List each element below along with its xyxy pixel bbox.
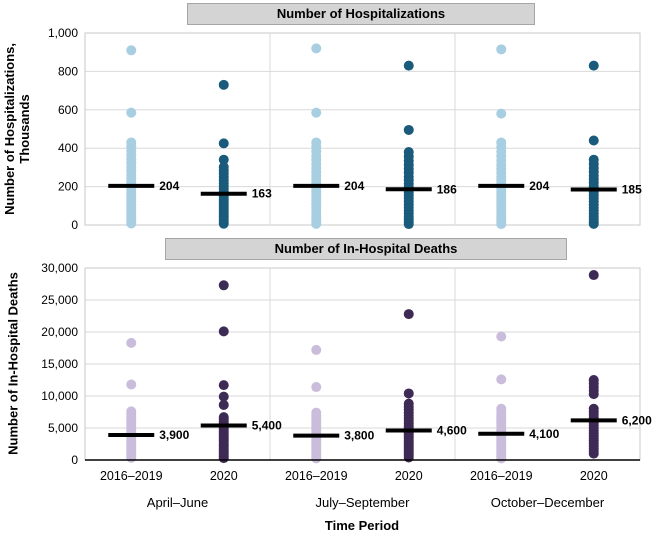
median-value-label: 185 [622,182,642,196]
data-point [311,218,322,229]
data-point [218,380,229,391]
data-point [496,374,507,385]
data-point [126,337,137,348]
data-point [126,218,137,229]
x-axis-title: Time Period [324,518,400,533]
data-point [496,453,507,464]
data-point [403,60,414,71]
y-tick-label: 800 [58,64,78,78]
y-tick-label: 200 [58,180,78,194]
median-value-label: 6,200 [622,413,652,427]
data-point [126,45,137,56]
data-point [403,124,414,135]
median-value-label: 204 [159,179,179,193]
median-value-label: 163 [252,187,272,201]
data-point [403,388,414,399]
y-tick-label: 0 [71,453,78,467]
y-axis-title-hospitalizations: Number of Hospitalizations, Thousands [2,42,32,215]
data-point [218,218,229,229]
y-tick-label: 30,000 [41,261,78,275]
data-point [403,219,414,230]
data-point [218,280,229,291]
panel-title-hospitalizations: Number of Hospitalizations [187,3,535,25]
data-point [496,219,507,230]
data-point [218,79,229,90]
data-point [311,107,322,118]
data-point [403,452,414,463]
y-tick-label: 600 [58,103,78,117]
data-point [311,344,322,355]
data-point [496,108,507,119]
median-value-label: 5,400 [252,418,282,432]
y-tick-label: 400 [58,141,78,155]
data-point [218,391,229,402]
y-tick-label: 5,000 [48,421,78,435]
panel-border [84,32,641,226]
y-tick-label: 10,000 [41,389,78,403]
data-point [218,399,229,410]
data-point [126,379,137,390]
y-tick-label: 25,000 [41,293,78,307]
x-tick-label: 2016–2019 [285,469,348,483]
median-value-label: 4,100 [529,427,559,441]
y-tick-label: 20,000 [41,325,78,339]
data-point [588,448,599,459]
median-value-label: 204 [529,179,549,193]
data-point [311,453,322,464]
data-point [403,309,414,320]
data-point [218,453,229,464]
x-group-label: October–December [491,495,605,510]
x-tick-label: 2016–2019 [100,469,163,483]
median-value-label: 3,900 [159,428,189,442]
data-point [218,154,229,165]
median-value-label: 3,800 [344,429,374,443]
data-point [588,270,599,281]
x-tick-label: 2020 [210,469,238,483]
data-point [496,44,507,55]
data-point [311,382,322,393]
x-group-label: April–June [147,495,208,510]
data-point [588,218,599,229]
median-value-label: 204 [344,179,364,193]
x-tick-label: 2016–2019 [470,469,533,483]
x-tick-label: 2020 [580,469,608,483]
data-point [218,138,229,149]
data-point [126,452,137,463]
y-tick-label: 0 [71,218,78,232]
data-point [218,326,229,337]
data-point [311,43,322,54]
data-point [496,331,507,342]
x-group-label: July–September [316,495,411,510]
median-value-label: 4,600 [437,424,467,438]
data-point [126,107,137,118]
data-point [588,389,599,400]
y-tick-label: 15,000 [41,357,78,371]
y-axis-title-deaths: Number of In-Hospital Deaths [5,272,21,455]
panel-title-in-hospital-deaths: Number of In-Hospital Deaths [165,238,567,260]
x-tick-label: 2020 [395,469,423,483]
data-point [588,60,599,71]
data-point [588,135,599,146]
median-value-label: 186 [437,182,457,196]
y-tick-label: 1,000 [48,26,78,40]
